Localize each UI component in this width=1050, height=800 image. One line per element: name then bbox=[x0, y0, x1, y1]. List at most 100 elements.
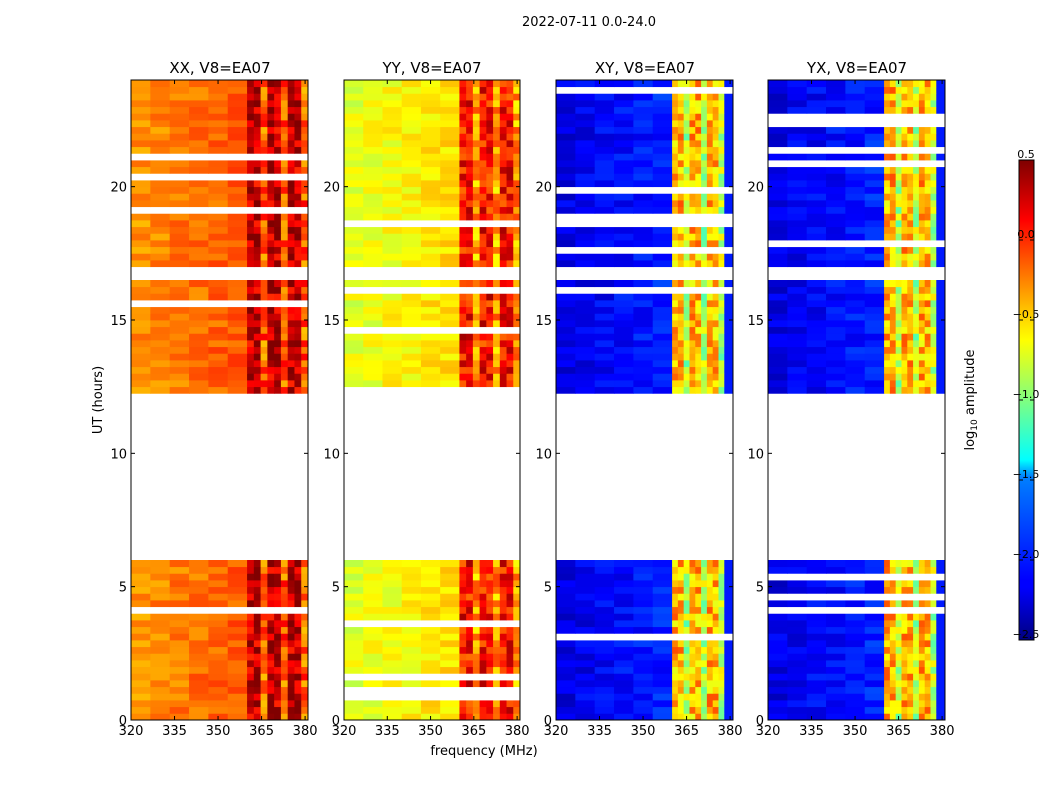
heatmap-cell bbox=[280, 193, 289, 201]
heatmap-cell bbox=[594, 366, 615, 374]
heatmap-cell bbox=[401, 333, 422, 341]
heatmap-cell bbox=[208, 346, 229, 354]
heatmap-cell bbox=[466, 666, 474, 674]
heatmap-cell bbox=[513, 180, 521, 188]
heatmap-cell bbox=[420, 353, 441, 361]
heatmap-cell bbox=[712, 120, 719, 128]
heatmap-cell bbox=[594, 660, 615, 668]
heatmap-cell bbox=[633, 306, 654, 314]
heatmap-cell bbox=[706, 666, 714, 674]
heatmap-cell bbox=[918, 653, 926, 661]
x-tick-label: 365 bbox=[249, 724, 274, 739]
heatmap-cell bbox=[459, 566, 467, 574]
heatmap-cell bbox=[150, 220, 171, 228]
heatmap-cell bbox=[689, 373, 696, 381]
heatmap-cell bbox=[907, 200, 914, 208]
heatmap-cell bbox=[499, 86, 508, 94]
heatmap-cell bbox=[466, 86, 474, 94]
heatmap-cell bbox=[884, 180, 891, 188]
heatmap-cell bbox=[787, 673, 808, 681]
heatmap-cell bbox=[150, 333, 171, 341]
heatmap-cell bbox=[294, 233, 302, 241]
heatmap-cell bbox=[440, 180, 460, 188]
heatmap-cell bbox=[677, 700, 685, 708]
heatmap-cell bbox=[493, 140, 501, 148]
heatmap-cell bbox=[382, 200, 403, 208]
heatmap-cell bbox=[479, 333, 487, 341]
heatmap-cell bbox=[169, 640, 190, 648]
heatmap-cell bbox=[575, 313, 596, 321]
heatmap-cell bbox=[506, 593, 514, 601]
heatmap-cell bbox=[695, 340, 702, 348]
heatmap-cell bbox=[701, 80, 708, 88]
heatmap-cell bbox=[918, 713, 926, 721]
heatmap-cell bbox=[401, 213, 422, 221]
heatmap-cell bbox=[189, 646, 209, 654]
heatmap-cell bbox=[677, 713, 685, 721]
heatmap-cell bbox=[208, 660, 229, 668]
heatmap-cell bbox=[363, 706, 383, 714]
heatmap-cell bbox=[131, 673, 151, 681]
heatmap-cell bbox=[652, 340, 673, 348]
heatmap-cell bbox=[633, 326, 654, 334]
heatmap-cell bbox=[895, 633, 902, 641]
heatmap-cell bbox=[466, 373, 474, 381]
heatmap-cell bbox=[260, 113, 268, 121]
heatmap-cell bbox=[706, 173, 714, 181]
heatmap-cell bbox=[267, 713, 275, 721]
heatmap-cell bbox=[712, 146, 719, 154]
heatmap-cell bbox=[294, 213, 302, 221]
heatmap-cell bbox=[131, 626, 151, 634]
heatmap-cell bbox=[936, 586, 945, 594]
heatmap-cell bbox=[701, 673, 708, 681]
heatmap-cell bbox=[294, 120, 302, 128]
heatmap-cell bbox=[889, 646, 897, 654]
heatmap-cell bbox=[208, 613, 229, 621]
heatmap-cell bbox=[344, 86, 364, 94]
heatmap-cell bbox=[253, 653, 262, 661]
heatmap-cell bbox=[301, 113, 309, 121]
heatmap-cell bbox=[363, 253, 383, 261]
heatmap-cell bbox=[895, 320, 902, 328]
heatmap-cell bbox=[253, 620, 262, 628]
heatmap-cell bbox=[826, 126, 846, 134]
heatmap-cell bbox=[420, 86, 441, 94]
heatmap-cell bbox=[150, 360, 171, 368]
heatmap-cell bbox=[556, 120, 576, 128]
heatmap-cell bbox=[208, 180, 229, 188]
heatmap-cell bbox=[889, 86, 897, 94]
heatmap-cell bbox=[493, 626, 501, 634]
heatmap-cell bbox=[724, 93, 733, 101]
heatmap-cell bbox=[420, 600, 441, 608]
x-tick-label: 380 bbox=[293, 724, 318, 739]
heatmap-cell bbox=[768, 153, 788, 161]
heatmap-cell bbox=[575, 620, 596, 628]
heatmap-cell bbox=[499, 653, 508, 661]
heatmap-cell bbox=[150, 626, 171, 634]
heatmap-cell bbox=[712, 260, 719, 268]
heatmap-cell bbox=[440, 713, 460, 721]
heatmap-cell bbox=[884, 613, 891, 621]
heatmap-cell bbox=[506, 366, 514, 374]
heatmap-cell bbox=[689, 586, 696, 594]
heatmap-cell bbox=[884, 206, 891, 214]
heatmap-cell bbox=[274, 593, 282, 601]
heatmap-cell bbox=[845, 206, 866, 214]
heatmap-cell bbox=[499, 320, 508, 328]
heatmap-cell bbox=[486, 180, 494, 188]
heatmap-cell bbox=[712, 200, 719, 208]
heatmap-cell bbox=[936, 220, 945, 228]
heatmap-cell bbox=[845, 626, 866, 634]
heatmap-cell bbox=[889, 200, 897, 208]
heatmap-cell bbox=[633, 126, 654, 134]
heatmap-cell bbox=[672, 166, 679, 174]
heatmap-cell bbox=[889, 206, 897, 214]
heatmap-cell bbox=[499, 93, 508, 101]
heatmap-cell bbox=[806, 566, 827, 574]
heatmap-cell bbox=[936, 260, 945, 268]
heatmap-cell bbox=[556, 626, 576, 634]
heatmap-cell bbox=[420, 280, 441, 288]
heatmap-cell bbox=[895, 673, 902, 681]
heatmap-cell bbox=[724, 206, 733, 214]
heatmap-cell bbox=[683, 300, 690, 308]
